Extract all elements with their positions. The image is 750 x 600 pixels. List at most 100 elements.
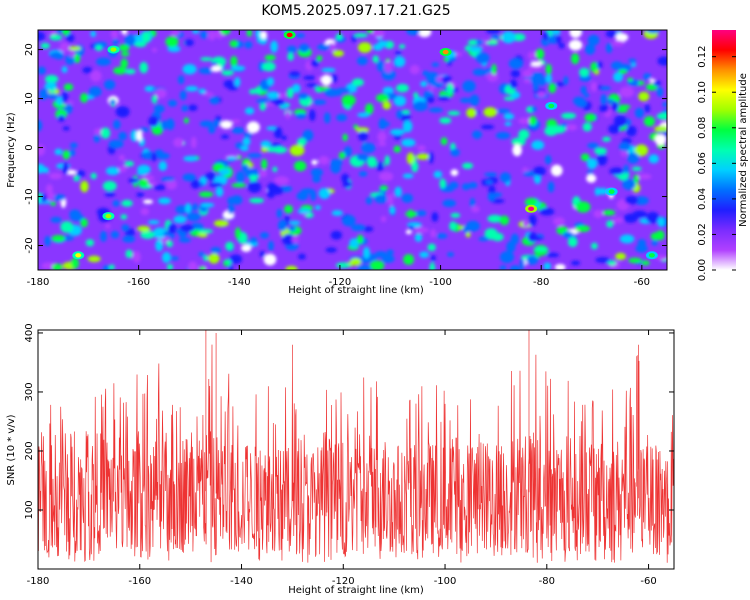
heatmap-cell (356, 56, 368, 66)
heatmap-cell (447, 110, 461, 116)
heatmap-cell (118, 44, 130, 52)
heatmap-cell (203, 254, 209, 262)
heatmap-cell (447, 252, 454, 257)
heatmap-cell (259, 170, 268, 178)
colorbar-tick-label: 0.12 (697, 46, 708, 68)
heatmap-peak (110, 47, 117, 52)
snr-x-tick-label: -140 (230, 576, 253, 587)
heatmap-cell (529, 115, 537, 126)
heatmap-cell (270, 40, 278, 53)
heatmap-cell (40, 42, 50, 49)
heatmap-cell (638, 91, 650, 102)
heatmap-cell (605, 30, 617, 38)
heatmap-cell (110, 231, 120, 239)
heatmap-cell (396, 109, 403, 119)
heatmap-cell (414, 233, 423, 242)
heatmap-cell (429, 262, 436, 270)
heatmap-cell (356, 234, 364, 245)
heatmap-cell (633, 174, 639, 184)
heatmap-cell (49, 172, 62, 180)
heatmap-cell (200, 202, 215, 208)
heatmap-cell (321, 67, 336, 73)
heatmap-cell (118, 131, 127, 141)
heatmap-cell (184, 39, 194, 47)
heatmap-cell (190, 179, 201, 189)
heatmap-cell (124, 160, 134, 167)
heatmap-cell (630, 62, 637, 67)
heatmap-cell (55, 30, 65, 33)
snr-x-label: Height of straight line (km) (288, 585, 424, 596)
heatmap-cell (204, 173, 214, 180)
heatmap-cell (387, 193, 394, 206)
heatmap-cell (558, 42, 565, 49)
heatmap-cell (552, 217, 565, 226)
heatmap-cell (208, 253, 220, 264)
heatmap-cell (351, 224, 365, 232)
heatmap-cell (178, 237, 191, 243)
heatmap-cell (47, 192, 55, 200)
heatmap-cell (504, 121, 512, 126)
heatmap-cell (563, 76, 569, 85)
heatmap-cell (256, 37, 266, 44)
heatmap-cell (382, 86, 394, 95)
heatmap-cell (618, 142, 631, 152)
snr-y-tick-label: 300 (24, 382, 35, 401)
heatmap-cell (484, 172, 498, 177)
heatmap-cell (571, 53, 580, 65)
heatmap-cell (459, 97, 472, 103)
heatmap-cell (121, 30, 128, 35)
heatmap-cell (527, 51, 537, 60)
heatmap-cell (188, 104, 198, 112)
heatmap-cell (260, 232, 269, 239)
heatmap-cell (147, 220, 160, 225)
heatmap-cell (422, 70, 430, 76)
heatmap-cell (128, 177, 140, 184)
heatmap-y-tick-label: -20 (24, 237, 35, 253)
heatmap-cell (366, 30, 374, 34)
heatmap-cell (273, 127, 283, 139)
heatmap-cell (100, 230, 107, 242)
snr-x-tick-label: -80 (539, 576, 555, 587)
heatmap-cell (529, 236, 544, 241)
heatmap-cell (533, 80, 539, 92)
heatmap-cell (467, 39, 480, 46)
heatmap-cell (440, 137, 448, 146)
heatmap-plot-area (38, 30, 667, 270)
heatmap-cell (104, 192, 116, 197)
heatmap-cell (382, 101, 391, 110)
heatmap-cell (450, 169, 459, 177)
heatmap-cell (394, 56, 406, 68)
heatmap-cell (312, 99, 327, 105)
heatmap-cell (90, 172, 97, 180)
heatmap-cell (213, 119, 220, 128)
heatmap-peak (75, 253, 82, 258)
heatmap-cell (134, 41, 147, 48)
heatmap-cell (266, 91, 280, 100)
heatmap-cell (632, 210, 648, 219)
heatmap-cell (231, 182, 247, 188)
heatmap-cell (374, 194, 388, 204)
heatmap-cell (209, 182, 223, 188)
heatmap-cell (166, 263, 174, 270)
heatmap-cell (545, 63, 552, 75)
heatmap-cell (70, 257, 79, 269)
heatmap-cell (478, 236, 489, 242)
heatmap-cell (607, 260, 617, 266)
heatmap-cell (69, 149, 76, 157)
heatmap-cell (641, 260, 650, 266)
heatmap-cell (568, 39, 583, 51)
heatmap-cell (593, 209, 604, 219)
heatmap-cell (261, 158, 268, 170)
heatmap-cell (108, 139, 124, 149)
heatmap-cell (136, 192, 145, 198)
heatmap-cell (297, 137, 307, 147)
heatmap-cell (162, 252, 171, 263)
heatmap-cell (586, 158, 598, 170)
heatmap-cell (624, 195, 639, 205)
heatmap-cell (509, 265, 521, 270)
heatmap-cell (527, 65, 543, 71)
heatmap-cell (628, 58, 637, 63)
heatmap-cell (535, 48, 545, 60)
heatmap-cell (234, 77, 241, 87)
heatmap-cell (261, 61, 276, 72)
